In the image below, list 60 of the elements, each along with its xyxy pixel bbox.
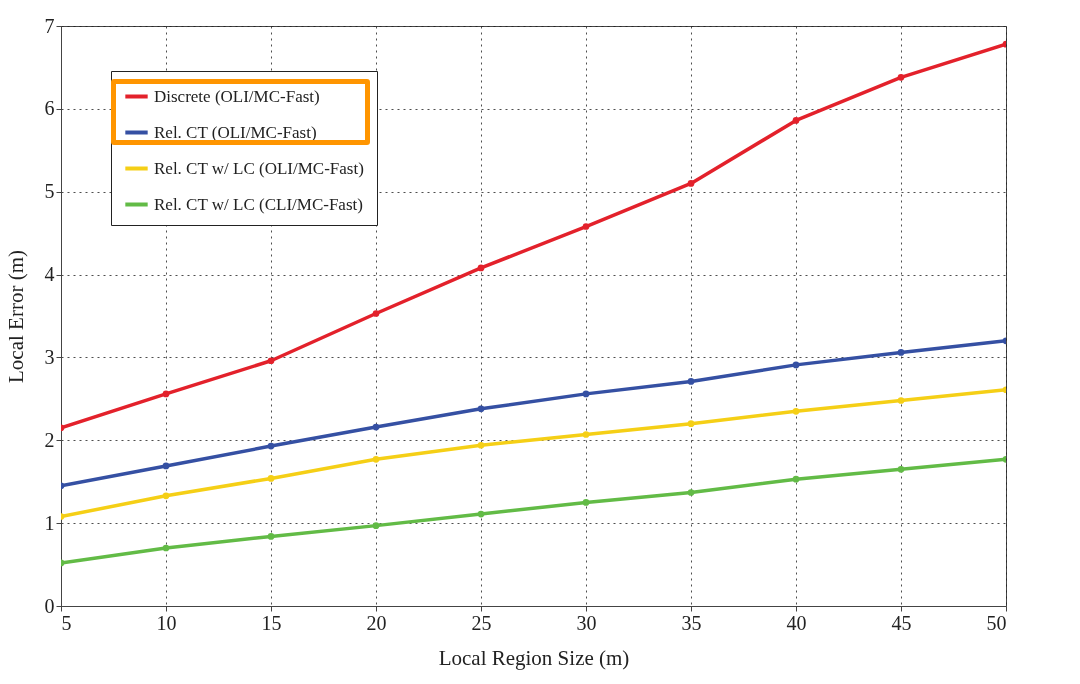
legend-label: Rel. CT (OLI/MC-Fast): [154, 122, 317, 142]
line-series: [61, 456, 1006, 567]
y-tick-label: 7: [44, 14, 55, 37]
point: [267, 533, 275, 540]
point: [897, 74, 905, 81]
point: [687, 420, 695, 428]
point: [372, 310, 380, 317]
y-tick-label: 2: [44, 428, 55, 451]
y-tick-label: 0: [44, 594, 55, 617]
y-tick-label: 5: [44, 180, 55, 203]
point: [372, 522, 380, 529]
point: [162, 544, 170, 552]
point: [477, 510, 485, 518]
point: [582, 223, 590, 230]
point: [477, 441, 485, 449]
point: [162, 390, 170, 398]
point: [582, 431, 590, 438]
point: [687, 378, 695, 385]
point: [687, 489, 695, 496]
x-tick-label: 20: [366, 611, 387, 634]
y-axis-title: Local Error (m): [3, 250, 28, 383]
point: [792, 407, 800, 415]
x-tick-label: 45: [891, 611, 912, 634]
point: [792, 117, 800, 124]
y-tick-label: 4: [44, 263, 55, 286]
point: [897, 465, 905, 473]
point: [477, 405, 485, 413]
line-series: [61, 337, 1006, 490]
point: [582, 390, 590, 398]
point: [267, 442, 275, 450]
y-tick-label: 3: [44, 345, 55, 368]
line-series: [61, 386, 1006, 520]
point: [792, 361, 800, 369]
x-tick-label: 10: [156, 611, 177, 634]
point: [687, 180, 695, 187]
point: [162, 492, 170, 500]
point: [897, 349, 905, 356]
legend-label: Discrete (OLI/MC-Fast): [154, 86, 320, 106]
point: [162, 462, 170, 470]
x-tick-label: 35: [681, 611, 702, 634]
y-tick-label: 1: [44, 511, 55, 534]
point: [897, 397, 905, 404]
line-series: [61, 40, 1006, 432]
x-tick-label: 5: [61, 611, 72, 634]
legend-label: Rel. CT w/ LC (OLI/MC-Fast): [154, 158, 364, 178]
x-tick-label: 25: [471, 611, 492, 634]
x-tick-label: 50: [986, 611, 1007, 634]
point: [477, 264, 485, 272]
legend-label: Rel. CT w/ LC (CLI/MC-Fast): [154, 194, 363, 214]
x-tick-label: 30: [576, 611, 597, 634]
point: [582, 499, 590, 506]
x-tick-label: 40: [786, 611, 807, 634]
point: [792, 475, 800, 483]
point: [267, 357, 275, 365]
x-axis-title: Local Region Size (m): [438, 645, 630, 670]
point: [372, 423, 380, 431]
y-tick-label: 6: [44, 97, 55, 120]
point: [372, 456, 380, 463]
x-tick-label: 15: [261, 611, 282, 634]
point: [267, 475, 275, 482]
